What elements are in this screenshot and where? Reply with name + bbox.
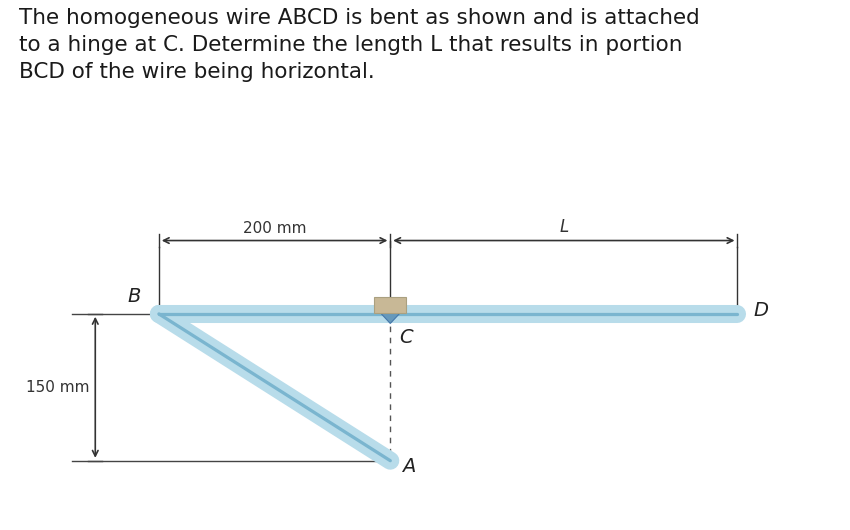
Bar <box>374 297 406 313</box>
Text: 150 mm: 150 mm <box>26 380 89 395</box>
Polygon shape <box>381 313 400 323</box>
Text: The homogeneous wire ABCD is bent as shown and is attached
to a hinge at C. Dete: The homogeneous wire ABCD is bent as sho… <box>19 8 700 82</box>
Text: A: A <box>402 457 416 476</box>
Text: 200 mm: 200 mm <box>243 220 306 236</box>
Text: D: D <box>754 301 768 320</box>
Text: L: L <box>559 218 569 236</box>
Text: B: B <box>127 287 140 306</box>
Text: C: C <box>400 328 413 347</box>
